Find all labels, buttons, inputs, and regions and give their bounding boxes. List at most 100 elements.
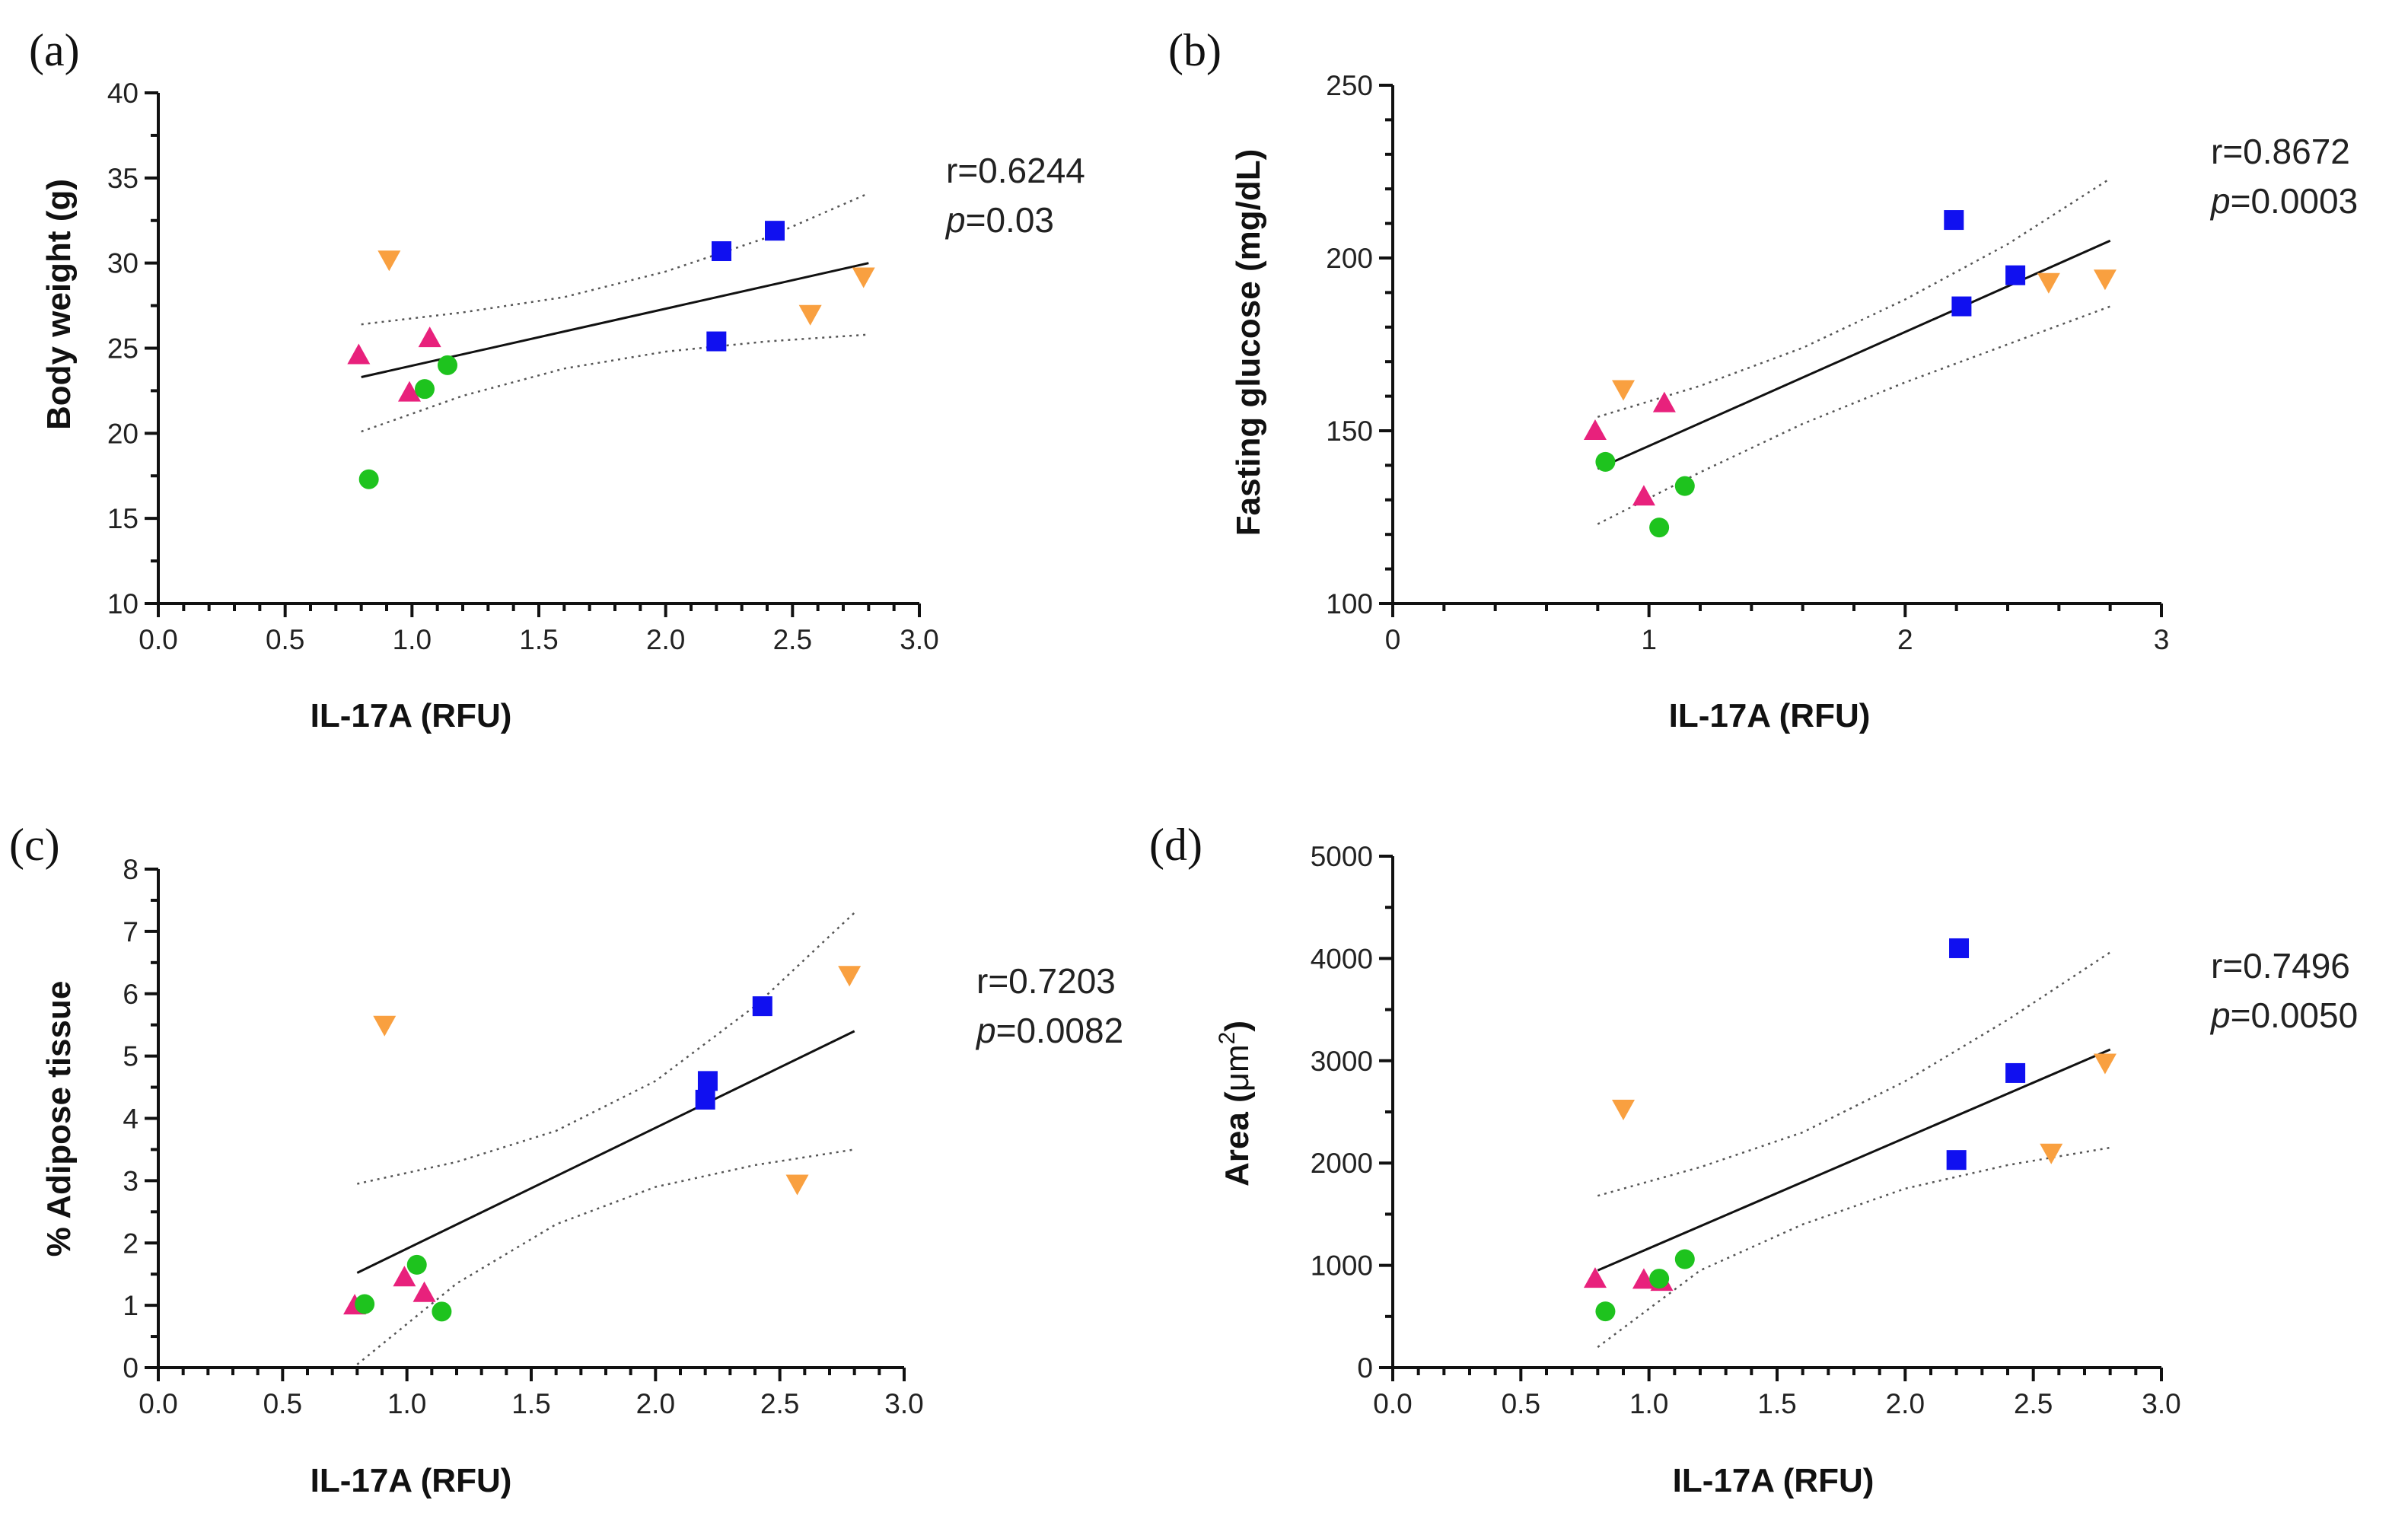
r-value: r=0.7203	[976, 961, 1116, 1001]
y-tick-label: 150	[1326, 416, 1373, 447]
data-point-triangle-up	[398, 381, 421, 402]
y-tick-label: 35	[107, 163, 139, 194]
y-tick-label: 6	[123, 979, 139, 1010]
y-tick-label: 250	[1326, 70, 1373, 101]
x-tick-label: 2.5	[2014, 1388, 2053, 1419]
data-point-triangle-down	[852, 267, 875, 288]
x-tick-label: 3.0	[2142, 1388, 2180, 1419]
data-point-square	[1949, 938, 1970, 958]
r-value: r=0.7496	[2211, 946, 2350, 986]
y-tick-label: 1000	[1311, 1250, 1373, 1282]
x-axis-title: IL-17A (RFU)	[1673, 1462, 1874, 1499]
data-point-square	[1946, 1150, 1967, 1170]
y-tick-label: 2	[123, 1228, 139, 1259]
data-point-circle	[1595, 451, 1616, 472]
y-tick-label: 7	[123, 916, 139, 948]
data-point-triangle-up	[1583, 419, 1607, 440]
x-tick-label: 2.0	[636, 1388, 675, 1419]
y-axis-title-main: Area (	[1218, 1091, 1256, 1186]
data-point-square	[706, 331, 727, 352]
y-axis-title-unit: μm	[1218, 1044, 1256, 1091]
data-point-triangle-down	[373, 1015, 397, 1037]
y-tick-label: 10	[107, 588, 139, 619]
y-tick-label: 5000	[1311, 841, 1373, 872]
y-tick-label: 0	[123, 1352, 139, 1384]
x-tick-label: 3.0	[884, 1388, 923, 1419]
data-point-circle	[355, 1294, 375, 1314]
x-tick-label: 0.0	[139, 624, 177, 655]
data-point-triangle-down	[2093, 269, 2117, 291]
x-tick-label: 1.5	[1757, 1388, 1796, 1419]
x-tick-label: 0.5	[263, 1388, 302, 1419]
panel-label: (a)	[29, 25, 80, 75]
data-point-triangle-down	[798, 304, 822, 326]
p-value: p=0.03	[944, 200, 1054, 240]
p-value: p=0.0003	[2209, 181, 2358, 221]
y-tick-label: 0	[1357, 1352, 1373, 1384]
x-tick-label: 0.0	[1373, 1388, 1412, 1419]
panel-a: (a) Body weight (g) IL-17A (RFU) r=0.624…	[29, 25, 1085, 734]
p-symbol: p	[2209, 181, 2231, 221]
ci-upper-line	[357, 912, 855, 1185]
p-number: =0.0003	[2231, 181, 2359, 221]
y-axis-title-sup: 2	[1215, 1032, 1240, 1045]
data-point-triangle-up	[1652, 391, 1676, 412]
x-tick-label: 1.0	[387, 1388, 426, 1419]
data-point-circle	[415, 379, 435, 400]
y-tick-label: 40	[107, 78, 139, 109]
x-tick-label: 3	[2154, 624, 2170, 655]
p-value: p=0.0082	[975, 1011, 1123, 1050]
data-point-triangle-down	[1612, 1099, 1635, 1120]
data-point-square	[2005, 265, 2026, 285]
data-point-square	[2005, 1062, 2026, 1083]
x-tick-label: 2.5	[773, 624, 812, 655]
data-point-triangle-up	[1632, 485, 1655, 506]
y-tick-label: 15	[107, 503, 139, 534]
data-point-circle	[1649, 518, 1670, 538]
data-point-triangle-up	[1632, 1268, 1655, 1289]
x-axis-title: IL-17A (RFU)	[311, 697, 512, 734]
p-symbol: p	[975, 1011, 996, 1050]
data-point-triangle-up	[412, 1281, 436, 1302]
regression-line	[1597, 239, 2111, 470]
data-point-square	[752, 996, 772, 1017]
data-point-circle	[432, 1301, 452, 1322]
x-tick-label: 2.5	[760, 1388, 799, 1419]
y-tick-label: 20	[107, 418, 139, 449]
data-point-circle	[358, 469, 379, 489]
r-value: r=0.8672	[2211, 132, 2350, 171]
y-axis-title: Fasting glucose (mg/dL)	[1230, 149, 1267, 536]
panel-b: (b) Fasting glucose (mg/dL) IL-17A (RFU)…	[1168, 25, 2358, 734]
data-point-circle	[406, 1254, 427, 1275]
p-value: p=0.0050	[2209, 995, 2358, 1035]
data-point-triangle-down	[377, 250, 401, 272]
data-point-triangle-up	[393, 1266, 416, 1287]
data-point-triangle-down	[2093, 1053, 2117, 1075]
y-axis-title-end: )	[1218, 1021, 1256, 1032]
x-axis-title: IL-17A (RFU)	[1669, 697, 1871, 734]
p-number: =0.0050	[2231, 995, 2359, 1035]
p-number: =0.0082	[996, 1011, 1124, 1050]
y-tick-label: 5	[123, 1041, 139, 1072]
y-tick-label: 2000	[1311, 1148, 1373, 1179]
r-value: r=0.6244	[946, 151, 1085, 190]
ci-upper-line	[1597, 177, 2111, 418]
data-point-triangle-down	[1612, 380, 1635, 401]
x-tick-label: 3.0	[900, 624, 938, 655]
y-axis-title: Area (μm2)	[1215, 1021, 1256, 1186]
data-point-triangle-down	[838, 966, 862, 987]
p-symbol: p	[2209, 995, 2231, 1035]
x-tick-label: 2.0	[1886, 1388, 1925, 1419]
data-point-triangle-up	[347, 343, 371, 365]
y-tick-label: 100	[1326, 588, 1373, 619]
x-tick-label: 1.5	[519, 624, 558, 655]
y-tick-label: 4	[123, 1104, 139, 1135]
ci-upper-line	[361, 192, 869, 326]
data-point-triangle-up	[418, 326, 441, 348]
x-axis-title: IL-17A (RFU)	[311, 1462, 512, 1499]
ci-lower-line	[356, 1148, 855, 1365]
y-axis-title: Body weight (g)	[40, 179, 78, 430]
y-tick-label: 1	[123, 1290, 139, 1321]
x-tick-label: 1	[1641, 624, 1657, 655]
data-point-circle	[1595, 1301, 1616, 1322]
